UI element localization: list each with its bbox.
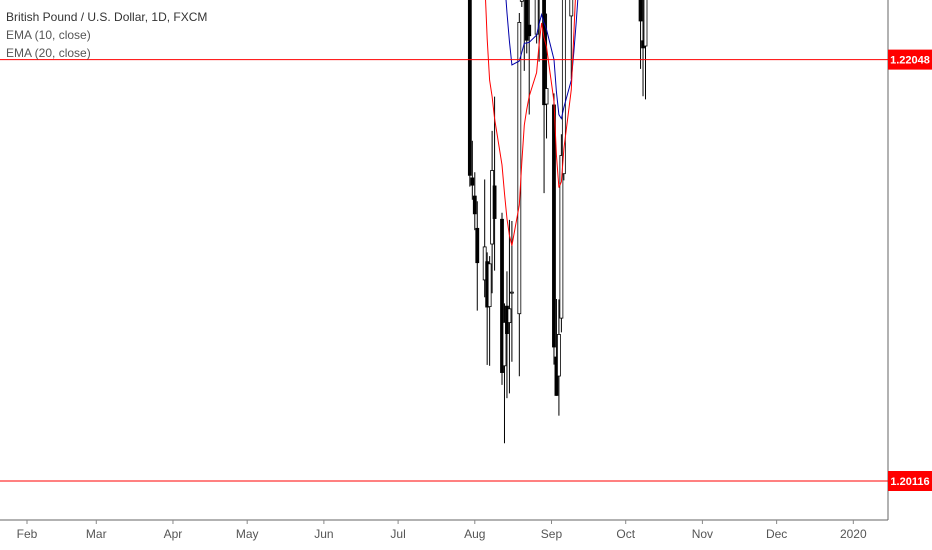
candle-body	[507, 308, 512, 323]
x-tick-label: May	[236, 527, 259, 541]
level-lines: Parallel ChannelParallel ChannelPin Bar	[0, 59, 888, 482]
x-tick-label: 2020	[840, 527, 867, 541]
candle-body	[487, 263, 492, 308]
price-tag-label: 1.20116	[890, 476, 929, 488]
candle-body	[561, 0, 566, 175]
x-tick-label: Jul	[390, 527, 405, 541]
candle-body	[467, 0, 472, 176]
candle-body	[569, 0, 574, 17]
chart-legend: British Pound / U.S. Dollar, 1D, FXCM EM…	[6, 8, 207, 62]
x-tick-label: Aug	[464, 527, 485, 541]
candle-body	[502, 321, 507, 367]
x-tick-label: Nov	[692, 527, 713, 541]
candle-body	[475, 227, 480, 264]
price-tag	[888, 49, 932, 70]
candle-body	[519, 0, 524, 2]
candle-body	[527, 24, 532, 37]
x-tick-label: Mar	[86, 527, 107, 541]
x-tick-label: Feb	[17, 527, 38, 541]
candle-body	[500, 218, 504, 373]
x-tick-label: Jun	[314, 527, 333, 541]
candle-body	[559, 155, 564, 319]
candle-body	[638, 0, 643, 22]
candle-body	[544, 88, 549, 105]
ema20-legend: EMA (20, close)	[6, 46, 91, 60]
x-tick-label: Dec	[766, 527, 787, 541]
candle-body	[517, 21, 522, 315]
candle-body	[472, 195, 477, 215]
price-tags: 1.338021.317031.298431.276911.257501.238…	[888, 49, 932, 491]
price-tag-label: 1.22048	[890, 55, 930, 67]
candle-body	[552, 104, 556, 348]
candle-body	[470, 177, 475, 186]
candle-body	[510, 291, 514, 294]
ema10-legend: EMA (10, close)	[6, 28, 91, 42]
x-tick-label: Oct	[616, 527, 635, 541]
candle-body	[643, 0, 648, 47]
candle-body	[492, 185, 497, 219]
chart-title: British Pound / U.S. Dollar, 1D, FXCM	[6, 10, 208, 24]
x-tick-label: Sep	[541, 527, 563, 541]
candles	[467, 0, 648, 444]
x-axis-ticks: Feb Mar Apr May Jun Jul Aug Sep Oct Nov Dec 2020	[17, 520, 867, 541]
candle-body	[542, 0, 546, 106]
candle-body	[524, 0, 529, 41]
candle-body	[557, 334, 561, 377]
x-tick-label: Apr	[164, 527, 183, 541]
price-tag	[888, 471, 932, 491]
